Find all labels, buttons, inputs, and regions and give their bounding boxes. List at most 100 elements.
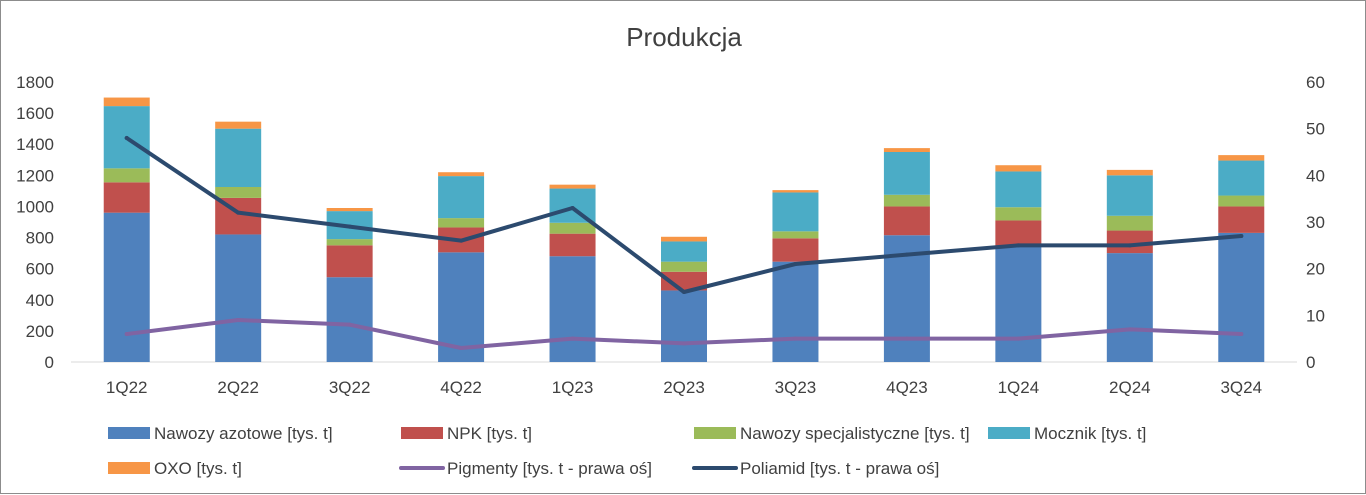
left-tick-label: 800	[26, 229, 54, 248]
bar-segment	[103, 168, 150, 183]
legend-label: OXO [tys. t]	[154, 459, 242, 478]
x-tick-label: 1Q22	[106, 378, 148, 397]
bar-segment	[103, 182, 150, 213]
bar-segment	[661, 261, 707, 272]
bar-segment	[1218, 232, 1265, 362]
right-tick-label: 50	[1306, 120, 1325, 139]
x-tick-label: 4Q23	[886, 378, 928, 397]
series-point	[570, 206, 575, 210]
left-tick-label: 0	[45, 353, 54, 372]
bar-segment	[1106, 253, 1153, 362]
bar-segment	[661, 290, 707, 362]
right-tick-label: 0	[1306, 353, 1315, 372]
right-tick-label: 40	[1306, 166, 1325, 185]
series-point	[904, 252, 909, 257]
bar-segment	[995, 220, 1042, 247]
right-axis: 0 10 20 30 40 50 60	[1306, 73, 1325, 372]
bar-segment	[215, 234, 262, 362]
bar-segment	[883, 148, 930, 152]
bar-segment	[1218, 206, 1265, 233]
x-tick-label: 2Q23	[663, 378, 705, 397]
bar-segment	[772, 231, 819, 239]
x-axis: 1Q22 2Q22 3Q22 4Q22 1Q23 2Q23 3Q23 4Q23 1Q24 2Q24…	[71, 361, 1297, 397]
bar-segment	[661, 236, 707, 242]
bar-segment	[1106, 215, 1153, 231]
bar-segment	[772, 190, 819, 193]
series-point	[459, 238, 464, 243]
legend-label: Pigmenty [tys. t - prawa oś]	[447, 459, 652, 478]
series-point	[124, 332, 129, 336]
x-tick-label: 3Q24	[1220, 378, 1262, 397]
bar-segment	[1106, 169, 1153, 176]
legend-swatch	[988, 427, 1030, 439]
series-point	[347, 224, 352, 229]
series-point	[347, 322, 352, 327]
bar-segment	[1218, 160, 1265, 196]
legend-label: Nawozy specjalistyczne [tys. t]	[740, 424, 970, 443]
series-point	[1016, 243, 1021, 248]
bar-segment	[549, 256, 596, 362]
right-tick-label: 10	[1306, 306, 1325, 325]
series-point	[570, 336, 575, 341]
right-tick-label: 20	[1306, 260, 1325, 279]
x-tick-label: 3Q23	[775, 378, 817, 397]
legend-label: Nawozy azotowe [tys. t]	[154, 424, 333, 443]
left-tick-label: 1600	[16, 104, 54, 123]
bar-segment	[772, 261, 819, 362]
series-point	[793, 262, 798, 266]
bar-segment	[1218, 155, 1265, 161]
series-point	[793, 336, 798, 341]
left-tick-label: 1000	[16, 197, 54, 216]
legend-label: Mocznik [tys. t]	[1034, 424, 1146, 443]
series-point	[124, 136, 129, 140]
left-tick-label: 1800	[16, 73, 54, 92]
bar-segment	[103, 212, 150, 362]
series-point	[904, 336, 909, 341]
left-tick-label: 1200	[16, 166, 54, 185]
bar-segment	[215, 128, 262, 187]
series-point	[1239, 234, 1244, 238]
x-tick-label: 2Q24	[1109, 378, 1151, 397]
bar-segment	[215, 121, 262, 129]
bar-segment	[326, 208, 373, 212]
legend-label: Poliamid [tys. t - prawa oś]	[740, 459, 939, 478]
bar-segment	[438, 218, 485, 228]
bar-segment	[326, 239, 373, 246]
series-point	[459, 346, 464, 350]
bar-segment	[1106, 230, 1153, 254]
bar-segment	[438, 172, 485, 177]
bar-segment	[326, 277, 373, 362]
right-tick-label: 60	[1306, 73, 1325, 92]
legend-swatch	[108, 427, 150, 439]
bar-segment	[438, 176, 485, 219]
bar-segment	[883, 152, 930, 195]
x-tick-label: 2Q22	[217, 378, 259, 397]
legend-label: NPK [tys. t]	[447, 424, 532, 443]
bar-segment	[1106, 175, 1153, 216]
bar-segment	[326, 245, 373, 278]
x-tick-label: 1Q24	[998, 378, 1040, 397]
legend-swatch	[401, 427, 443, 439]
x-tick-label: 4Q22	[440, 378, 482, 397]
x-tick-label: 3Q22	[329, 378, 371, 397]
bar-segment	[549, 222, 596, 234]
right-tick-label: 30	[1306, 213, 1325, 232]
bar-segment	[549, 184, 596, 189]
left-tick-label: 200	[26, 322, 54, 341]
bar-segment	[995, 246, 1042, 362]
bar-segment	[995, 207, 1042, 221]
bar-segment	[215, 187, 262, 198]
line-series-group	[124, 136, 1244, 350]
series-point	[1127, 327, 1132, 332]
bar-series-group	[103, 97, 1265, 362]
left-tick-label: 400	[26, 291, 54, 310]
bar-segment	[772, 192, 819, 232]
bar-segment	[995, 165, 1042, 172]
series-point	[1016, 336, 1021, 341]
bar-segment	[772, 238, 819, 262]
bar-segment	[1218, 195, 1265, 207]
bar-segment	[549, 233, 596, 257]
left-axis: 0 200 400 600 800 1000 1200 1400 1600 1800	[16, 73, 54, 372]
